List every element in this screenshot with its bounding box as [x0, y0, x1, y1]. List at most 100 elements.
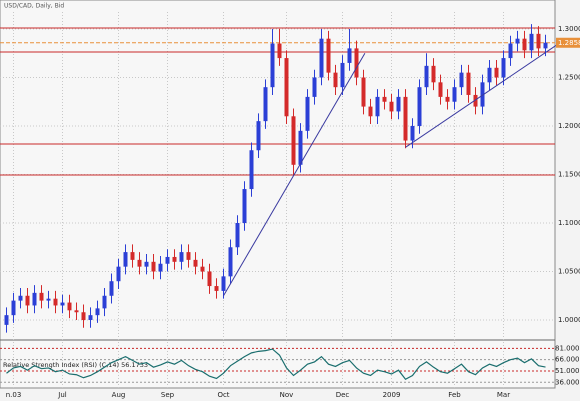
candle-body [116, 266, 121, 282]
candle-body [249, 150, 254, 190]
x-tick-label: Sep [161, 391, 175, 399]
x-tick-label: Aug [112, 391, 126, 399]
candle-body [179, 252, 184, 262]
candle-body [165, 256, 170, 264]
rsi-tick-label: 51.0000 [555, 367, 580, 375]
trendline [405, 45, 557, 148]
candle-body [445, 96, 450, 102]
candle-body [81, 312, 86, 321]
candle-body [109, 281, 114, 296]
candle-body [18, 295, 23, 301]
candle-body [277, 43, 282, 59]
plot-frame [0, 0, 556, 389]
candle-body [200, 266, 205, 272]
candle-body [424, 65, 429, 88]
candle-body [396, 96, 401, 112]
candle-body [284, 58, 289, 117]
candle-body [382, 96, 387, 102]
candle-body [39, 292, 44, 301]
candle-body [11, 300, 16, 316]
candle-body [4, 315, 9, 325]
candle-body [389, 101, 394, 112]
candle-body [368, 106, 373, 117]
candle-body [529, 33, 534, 51]
x-tick-label: 2009 [383, 391, 401, 399]
candle-body [137, 259, 142, 267]
x-tick-label: Oct [217, 391, 229, 399]
candle-body [102, 295, 107, 309]
candle-body [298, 130, 303, 165]
candle-body [263, 87, 268, 122]
y-tick-label: 1.0500 [558, 268, 580, 276]
candle-body [130, 252, 135, 260]
candle-body [494, 67, 499, 78]
candle-body [466, 72, 471, 95]
x-tick-label: Jul [57, 391, 67, 399]
x-tick-label: Mar [497, 391, 510, 399]
candle-body [158, 263, 163, 272]
candle-body [501, 58, 506, 78]
candle-body [270, 43, 275, 88]
candle-body [193, 259, 198, 267]
rsi-label: Relative Strength Index (RSI) (C,14) 56.… [3, 361, 148, 369]
candle-body [305, 96, 310, 131]
candle-body [235, 223, 240, 248]
candle-body [508, 43, 513, 59]
candle-body [60, 302, 65, 306]
candle-body [256, 121, 261, 151]
candle-body [473, 94, 478, 107]
candle-body [221, 276, 226, 291]
candle-body [312, 77, 317, 97]
x-tick-label: Dec [336, 391, 350, 399]
candle-body [74, 310, 79, 313]
x-tick-label: Nov [280, 391, 294, 399]
current-price-label: 1.2858 [558, 39, 580, 47]
y-tick-label: 1.3000 [558, 25, 580, 33]
candle-body [46, 298, 51, 301]
candle-body [151, 261, 156, 272]
y-tick-label: 1.1500 [558, 170, 580, 178]
rsi-tick-label: 36.0000 [555, 378, 580, 386]
candle-body [536, 33, 541, 49]
trendline [223, 52, 366, 297]
candle-body [522, 38, 527, 51]
candle-body [515, 38, 520, 44]
candle-body [340, 62, 345, 88]
candle-body [67, 302, 72, 311]
candle-body [88, 315, 93, 321]
candle-body [291, 116, 296, 165]
chart-title: USD/CAD, Daily, Bid [4, 3, 64, 10]
candle-body [123, 252, 128, 267]
y-tick-label: 1.2000 [558, 122, 580, 130]
candle-body [487, 67, 492, 83]
price-badge [556, 37, 580, 48]
candle-body [459, 72, 464, 88]
rsi-line [6, 348, 546, 381]
candle-body [403, 96, 408, 141]
candle-body [452, 87, 457, 102]
rsi-tick-label: 81.0000 [555, 344, 580, 352]
candle-body [361, 77, 366, 107]
candle-body [207, 271, 212, 287]
candle-body [172, 256, 177, 262]
candle-body [32, 292, 37, 306]
x-tick-label: n.03 [6, 391, 22, 399]
candle-body [333, 72, 338, 88]
candle-body [242, 189, 247, 224]
candle-body [25, 295, 30, 306]
y-tick-label: 1.2500 [558, 73, 580, 81]
candle-body [214, 286, 219, 291]
candle-body [228, 247, 233, 277]
candle-body [326, 38, 331, 73]
candle-body [186, 252, 191, 260]
candle-body [375, 96, 380, 117]
candle-body [95, 308, 100, 316]
x-tick-label: Feb [448, 391, 461, 399]
candle-body [438, 82, 443, 97]
candle-body [347, 48, 352, 63]
candle-body [417, 87, 422, 126]
candle-body [144, 261, 149, 267]
candle-body [431, 65, 436, 83]
candle-body [53, 298, 58, 306]
